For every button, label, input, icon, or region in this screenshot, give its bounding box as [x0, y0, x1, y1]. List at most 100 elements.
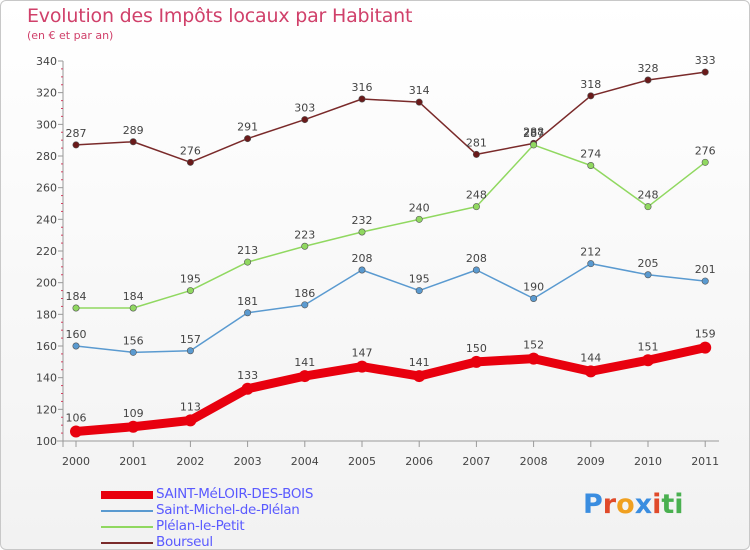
y-tick-label: 240: [36, 213, 57, 226]
data-point: [358, 228, 366, 236]
data-label: 157: [180, 333, 201, 346]
logo-letter: P: [583, 489, 603, 520]
x-tick-label: 2008: [520, 455, 548, 468]
y-tick-label: 340: [36, 55, 57, 68]
legend-item: Bourseul: [101, 534, 421, 549]
data-label: 303: [294, 102, 315, 115]
legend-label: Saint-Michel-de-Plélan: [156, 502, 300, 518]
x-tick-label: 2009: [577, 455, 605, 468]
legend-label: Plélan-le-Petit: [156, 518, 245, 534]
data-point: [530, 141, 538, 149]
data-point: [356, 360, 368, 373]
chart-title: Evolution des Impôts locaux par Habitant: [27, 5, 413, 27]
data-point: [701, 158, 709, 166]
data-point: [587, 92, 595, 100]
y-tick-label: 280: [36, 150, 57, 163]
series-line: [75, 144, 706, 309]
data-point: [301, 301, 309, 309]
data-label: 232: [352, 214, 373, 227]
data-label: 248: [466, 189, 487, 202]
x-tick-label: 2002: [176, 455, 204, 468]
data-point: [472, 150, 480, 158]
data-label: 248: [638, 189, 659, 202]
data-label: 318: [580, 78, 601, 91]
data-point: [358, 95, 366, 103]
data-point: [644, 203, 652, 211]
data-label: 240: [409, 201, 430, 214]
data-point: [244, 135, 252, 143]
data-label: 144: [580, 351, 601, 364]
data-point: [72, 342, 80, 350]
data-point: [301, 116, 309, 124]
data-label: 208: [352, 252, 373, 265]
logo-letter: t: [661, 489, 675, 520]
data-label: 328: [638, 62, 659, 75]
data-point: [244, 258, 252, 266]
data-point: [127, 420, 140, 433]
data-point: [301, 242, 309, 250]
data-label: 208: [466, 252, 487, 265]
data-label: 274: [580, 148, 601, 161]
x-tick-label: 2007: [462, 455, 490, 468]
data-label: 213: [237, 244, 258, 257]
y-tick-label: 180: [36, 308, 57, 321]
data-label: 151: [638, 340, 659, 353]
legend-swatch: [101, 526, 153, 528]
data-label: 159: [695, 328, 716, 341]
data-point: [244, 309, 252, 317]
data-point: [72, 141, 80, 149]
y-tick-label: 120: [36, 403, 57, 416]
data-label: 281: [466, 136, 487, 149]
y-tick-label: 220: [36, 245, 57, 258]
data-point: [527, 352, 540, 365]
data-point: [186, 158, 194, 166]
data-label: 201: [695, 263, 716, 276]
data-point: [186, 347, 194, 355]
data-label: 333: [695, 54, 716, 67]
legend-swatch: [101, 491, 153, 499]
data-point: [184, 414, 197, 427]
data-point: [701, 68, 709, 76]
data-label: 150: [466, 342, 487, 355]
data-label: 288: [523, 125, 544, 138]
legend-swatch: [101, 542, 153, 544]
legend-label: SAINT-MéLOIR-DES-BOIS: [156, 486, 314, 502]
data-point: [241, 382, 254, 395]
data-label: 141: [294, 356, 315, 369]
data-point: [587, 260, 595, 268]
data-point: [584, 365, 597, 378]
data-point: [358, 266, 366, 274]
data-label: 181: [237, 295, 258, 308]
data-label: 195: [409, 273, 430, 286]
data-point: [129, 304, 137, 312]
data-label: 186: [294, 287, 315, 300]
data-point: [298, 370, 311, 383]
proxiti-logo: Proxiti: [583, 489, 684, 520]
data-label: 133: [237, 369, 258, 382]
data-label: 314: [409, 84, 430, 97]
data-point: [70, 425, 82, 438]
data-label: 184: [123, 290, 144, 303]
y-tick-label: 200: [36, 277, 57, 290]
y-tick-label: 160: [36, 340, 57, 353]
legend: SAINT-MéLOIR-DES-BOIS Saint-Michel-de-Plé…: [101, 486, 421, 549]
y-tick-label: 260: [36, 182, 57, 195]
x-tick-label: 2006: [405, 455, 433, 468]
data-point: [587, 162, 595, 170]
data-label: 212: [580, 246, 601, 259]
data-point: [699, 341, 712, 354]
data-label: 205: [638, 257, 659, 270]
legend-item: Saint-Michel-de-Plélan: [101, 502, 421, 519]
data-label: 190: [523, 281, 544, 294]
data-label: 184: [66, 290, 87, 303]
series-line: [75, 71, 706, 164]
x-tick-label: 2000: [62, 455, 90, 468]
data-point: [413, 370, 426, 383]
data-point: [186, 287, 194, 295]
data-point: [129, 138, 137, 146]
data-point: [470, 355, 483, 368]
data-label: 291: [237, 121, 258, 134]
data-label: 152: [523, 339, 544, 352]
